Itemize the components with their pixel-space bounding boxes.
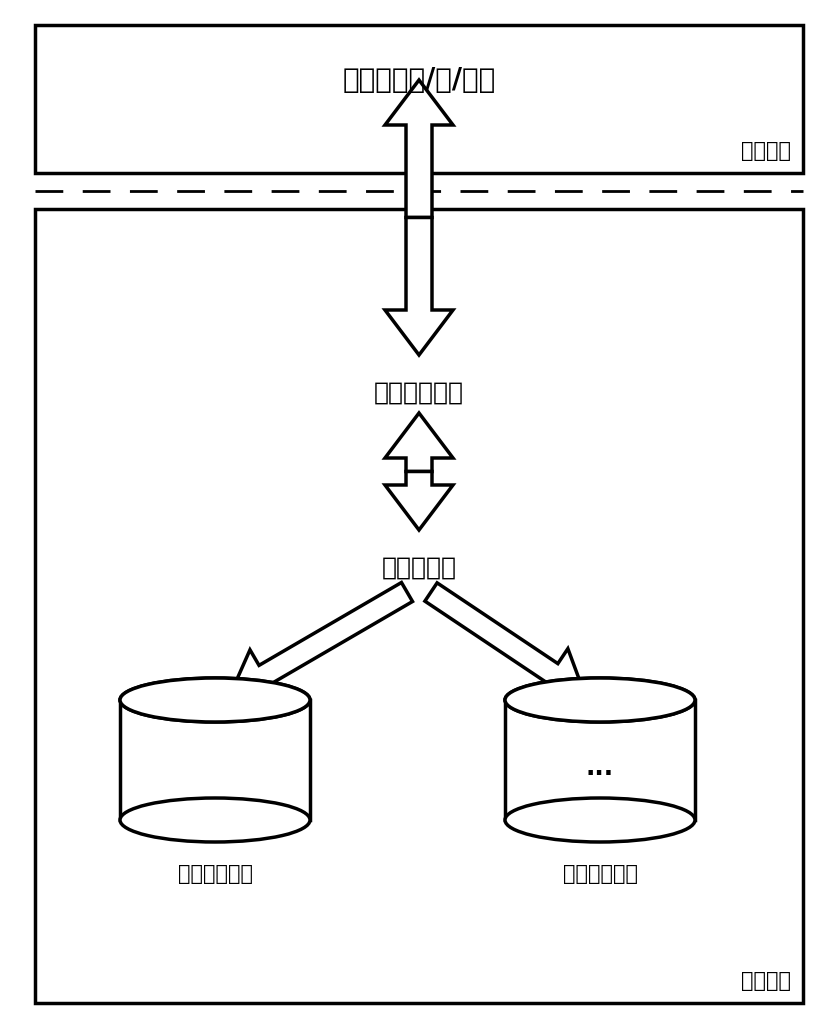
Text: ...: ... <box>586 756 614 780</box>
Text: 单元映射表: 单元映射表 <box>381 556 457 580</box>
Text: 内核空间: 内核空间 <box>741 971 791 991</box>
FancyBboxPatch shape <box>35 209 803 1003</box>
FancyBboxPatch shape <box>35 25 803 173</box>
Polygon shape <box>385 218 453 355</box>
Ellipse shape <box>120 798 310 842</box>
Polygon shape <box>425 583 585 697</box>
Ellipse shape <box>505 798 695 842</box>
Ellipse shape <box>505 678 695 722</box>
Text: 用户空间: 用户空间 <box>741 141 791 161</box>
Polygon shape <box>385 413 453 472</box>
Text: 虚拟存储模块: 虚拟存储模块 <box>374 381 464 405</box>
Text: 物理存储模块: 物理存储模块 <box>562 864 638 884</box>
Ellipse shape <box>505 678 695 722</box>
Polygon shape <box>230 583 412 700</box>
FancyBboxPatch shape <box>120 700 310 820</box>
FancyBboxPatch shape <box>505 700 695 820</box>
Polygon shape <box>385 472 453 530</box>
Polygon shape <box>385 80 453 218</box>
Ellipse shape <box>120 678 310 722</box>
Text: 文件的创建/读/写等: 文件的创建/读/写等 <box>343 66 495 94</box>
Ellipse shape <box>120 678 310 722</box>
Text: 物理存储模块: 物理存储模块 <box>178 864 252 884</box>
